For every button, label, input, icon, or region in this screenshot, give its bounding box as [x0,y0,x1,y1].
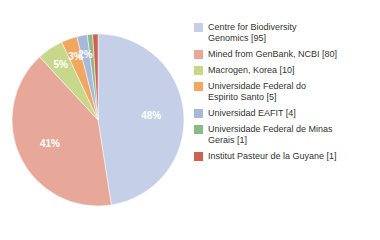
html-text:Institut Pasteur de la Guyane: Institut Pasteur de la Guyane [1] [208,151,337,161]
svg-text:5%: 5% [53,59,68,70]
svg-text:48%: 48% [141,110,161,121]
html-text:Universidade Federal de Minas: Universidade Federal de Minas Gerais [1] [208,124,333,145]
svg-text:2%: 2% [78,49,93,60]
html-text:Centre for Biodiversity Genomi: Centre for Biodiversity Genomics [95] [208,22,297,43]
html-text:Universidad EAFIT [4]: Universidad EAFIT [4] [208,108,296,118]
svg-text:3%: 3% [68,51,83,63]
html-text:Universidade Federal do Espiri: Universidade Federal do Espirito Santo [… [208,81,307,102]
html-text:Macrogen, Korea [10]: Macrogen, Korea [10] [208,65,295,75]
html-text:Mined from GenBank, NCBI [80]: Mined from GenBank, NCBI [80] [208,49,338,59]
svg-text:41%: 41% [40,138,60,149]
